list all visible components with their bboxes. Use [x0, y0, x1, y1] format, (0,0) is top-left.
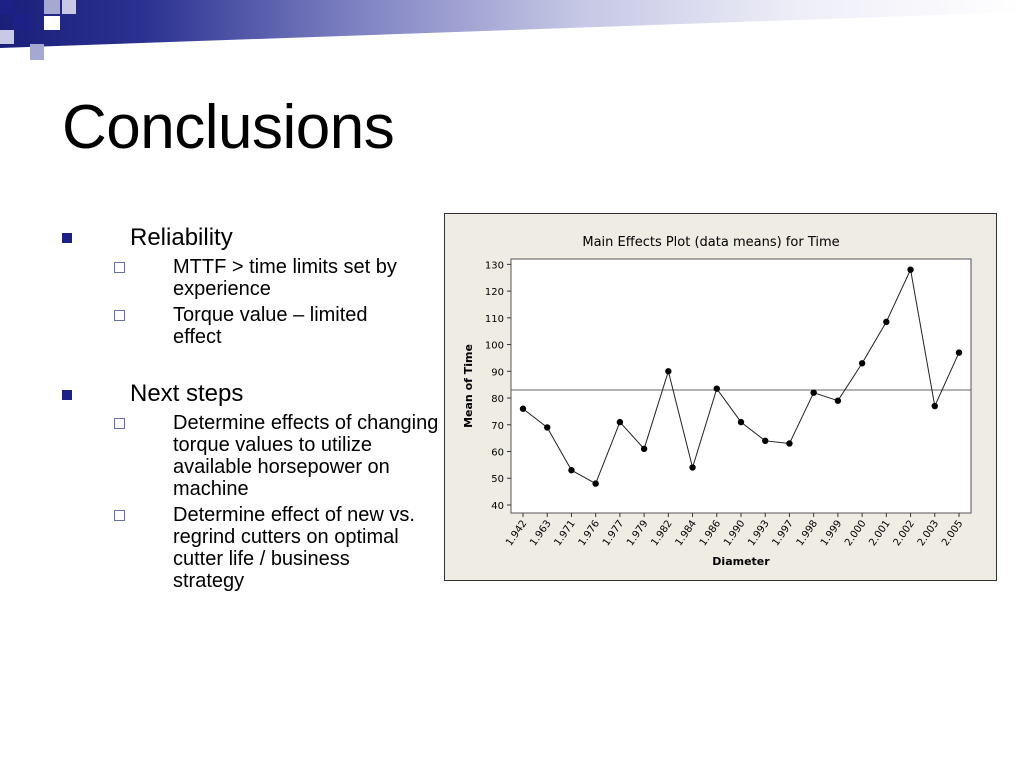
plot-area [510, 258, 972, 514]
data-point [544, 424, 551, 431]
data-point [737, 418, 745, 426]
hollow-square-bullet-icon [114, 418, 125, 429]
x-tick-label: 1.984 [674, 518, 699, 548]
x-axis: 1.9421.9631.9711.9761.9771.9791.9821.984… [504, 513, 965, 548]
data-point [883, 318, 890, 326]
data-point [858, 360, 866, 367]
x-tick-label: 1.998 [795, 518, 820, 548]
data-point [834, 397, 842, 404]
sub-bullet-text: Determine effects of changing torque val… [173, 412, 439, 500]
data-point [786, 440, 793, 447]
y-tick-label: 60 [491, 448, 504, 459]
hollow-square-bullet-icon [114, 310, 125, 321]
x-tick-label: 1.999 [819, 518, 844, 548]
decor-square [14, 14, 30, 30]
bullet-text: Reliability [130, 224, 233, 251]
chart-canvas: Main Effects Plot (data means) for Time … [462, 235, 972, 568]
data-point [713, 385, 720, 392]
y-tick-label: 110 [485, 314, 504, 325]
x-tick-label: 1.977 [601, 518, 626, 548]
data-point [955, 349, 963, 356]
y-tick-label: 80 [491, 394, 504, 405]
y-tick-label: 130 [485, 260, 504, 271]
x-tick-label: 1.942 [504, 518, 529, 548]
data-point [665, 368, 672, 375]
data-points [519, 266, 963, 487]
decor-square [44, 0, 60, 14]
x-tick-label: 1.963 [528, 518, 553, 548]
y-tick-label: 90 [491, 367, 504, 378]
slide-title: Conclusions [62, 93, 395, 162]
data-point [762, 437, 769, 445]
y-tick-label: 70 [491, 421, 504, 432]
bullet-square-icon [62, 233, 72, 243]
y-tick-label: 40 [491, 501, 504, 512]
decor-square [0, 30, 14, 44]
y-axis-label: Mean of Time [462, 344, 475, 428]
header-gradient-band [0, 0, 1024, 48]
hollow-square-bullet-icon [114, 510, 125, 521]
y-tick-label: 50 [491, 474, 504, 485]
x-tick-label: 1.982 [649, 518, 674, 548]
x-tick-label: 1.971 [552, 518, 577, 548]
x-tick-label: 1.997 [770, 518, 795, 548]
y-tick-label: 100 [485, 341, 504, 352]
x-tick-label: 2.001 [867, 518, 892, 548]
x-tick-label: 2.005 [940, 518, 965, 548]
data-point [810, 389, 817, 396]
x-tick-label: 2.000 [843, 518, 868, 548]
sub-bullet-text: Determine effect of new vs. regrind cutt… [173, 504, 415, 592]
data-point [592, 480, 599, 487]
main-effects-chart: Main Effects Plot (data means) for Time … [444, 213, 997, 581]
data-point [931, 402, 938, 410]
x-tick-label: 2.002 [892, 518, 917, 548]
y-tick-label: 120 [485, 287, 504, 298]
decor-square [62, 0, 76, 14]
chart-title: Main Effects Plot (data means) for Time [582, 235, 839, 250]
data-point [616, 418, 624, 426]
data-point [640, 445, 648, 453]
bullet-text: Next steps [130, 380, 244, 407]
data-point [689, 464, 696, 471]
x-axis-label: Diameter [712, 555, 770, 568]
y-axis: 40 50 60 70 80 90 100 110 120 130 [485, 260, 511, 512]
data-point [568, 467, 575, 474]
x-tick-label: 1.976 [577, 518, 602, 548]
x-tick-label: 1.986 [698, 518, 723, 548]
x-tick-label: 1.993 [746, 518, 771, 548]
x-tick-label: 2.003 [916, 518, 941, 548]
decor-square [44, 16, 60, 30]
x-tick-label: 1.979 [625, 518, 650, 548]
data-point [907, 266, 914, 273]
bullet-square-icon [62, 390, 72, 400]
decor-square [30, 44, 44, 60]
sub-bullet-text: Torque value – limited effect [173, 304, 368, 348]
x-tick-label: 1.990 [722, 518, 747, 548]
data-point [519, 405, 527, 412]
decor-square [0, 0, 14, 14]
sub-bullet-text: MTTF > time limits set by experience [173, 256, 397, 300]
hollow-square-bullet-icon [114, 262, 125, 273]
